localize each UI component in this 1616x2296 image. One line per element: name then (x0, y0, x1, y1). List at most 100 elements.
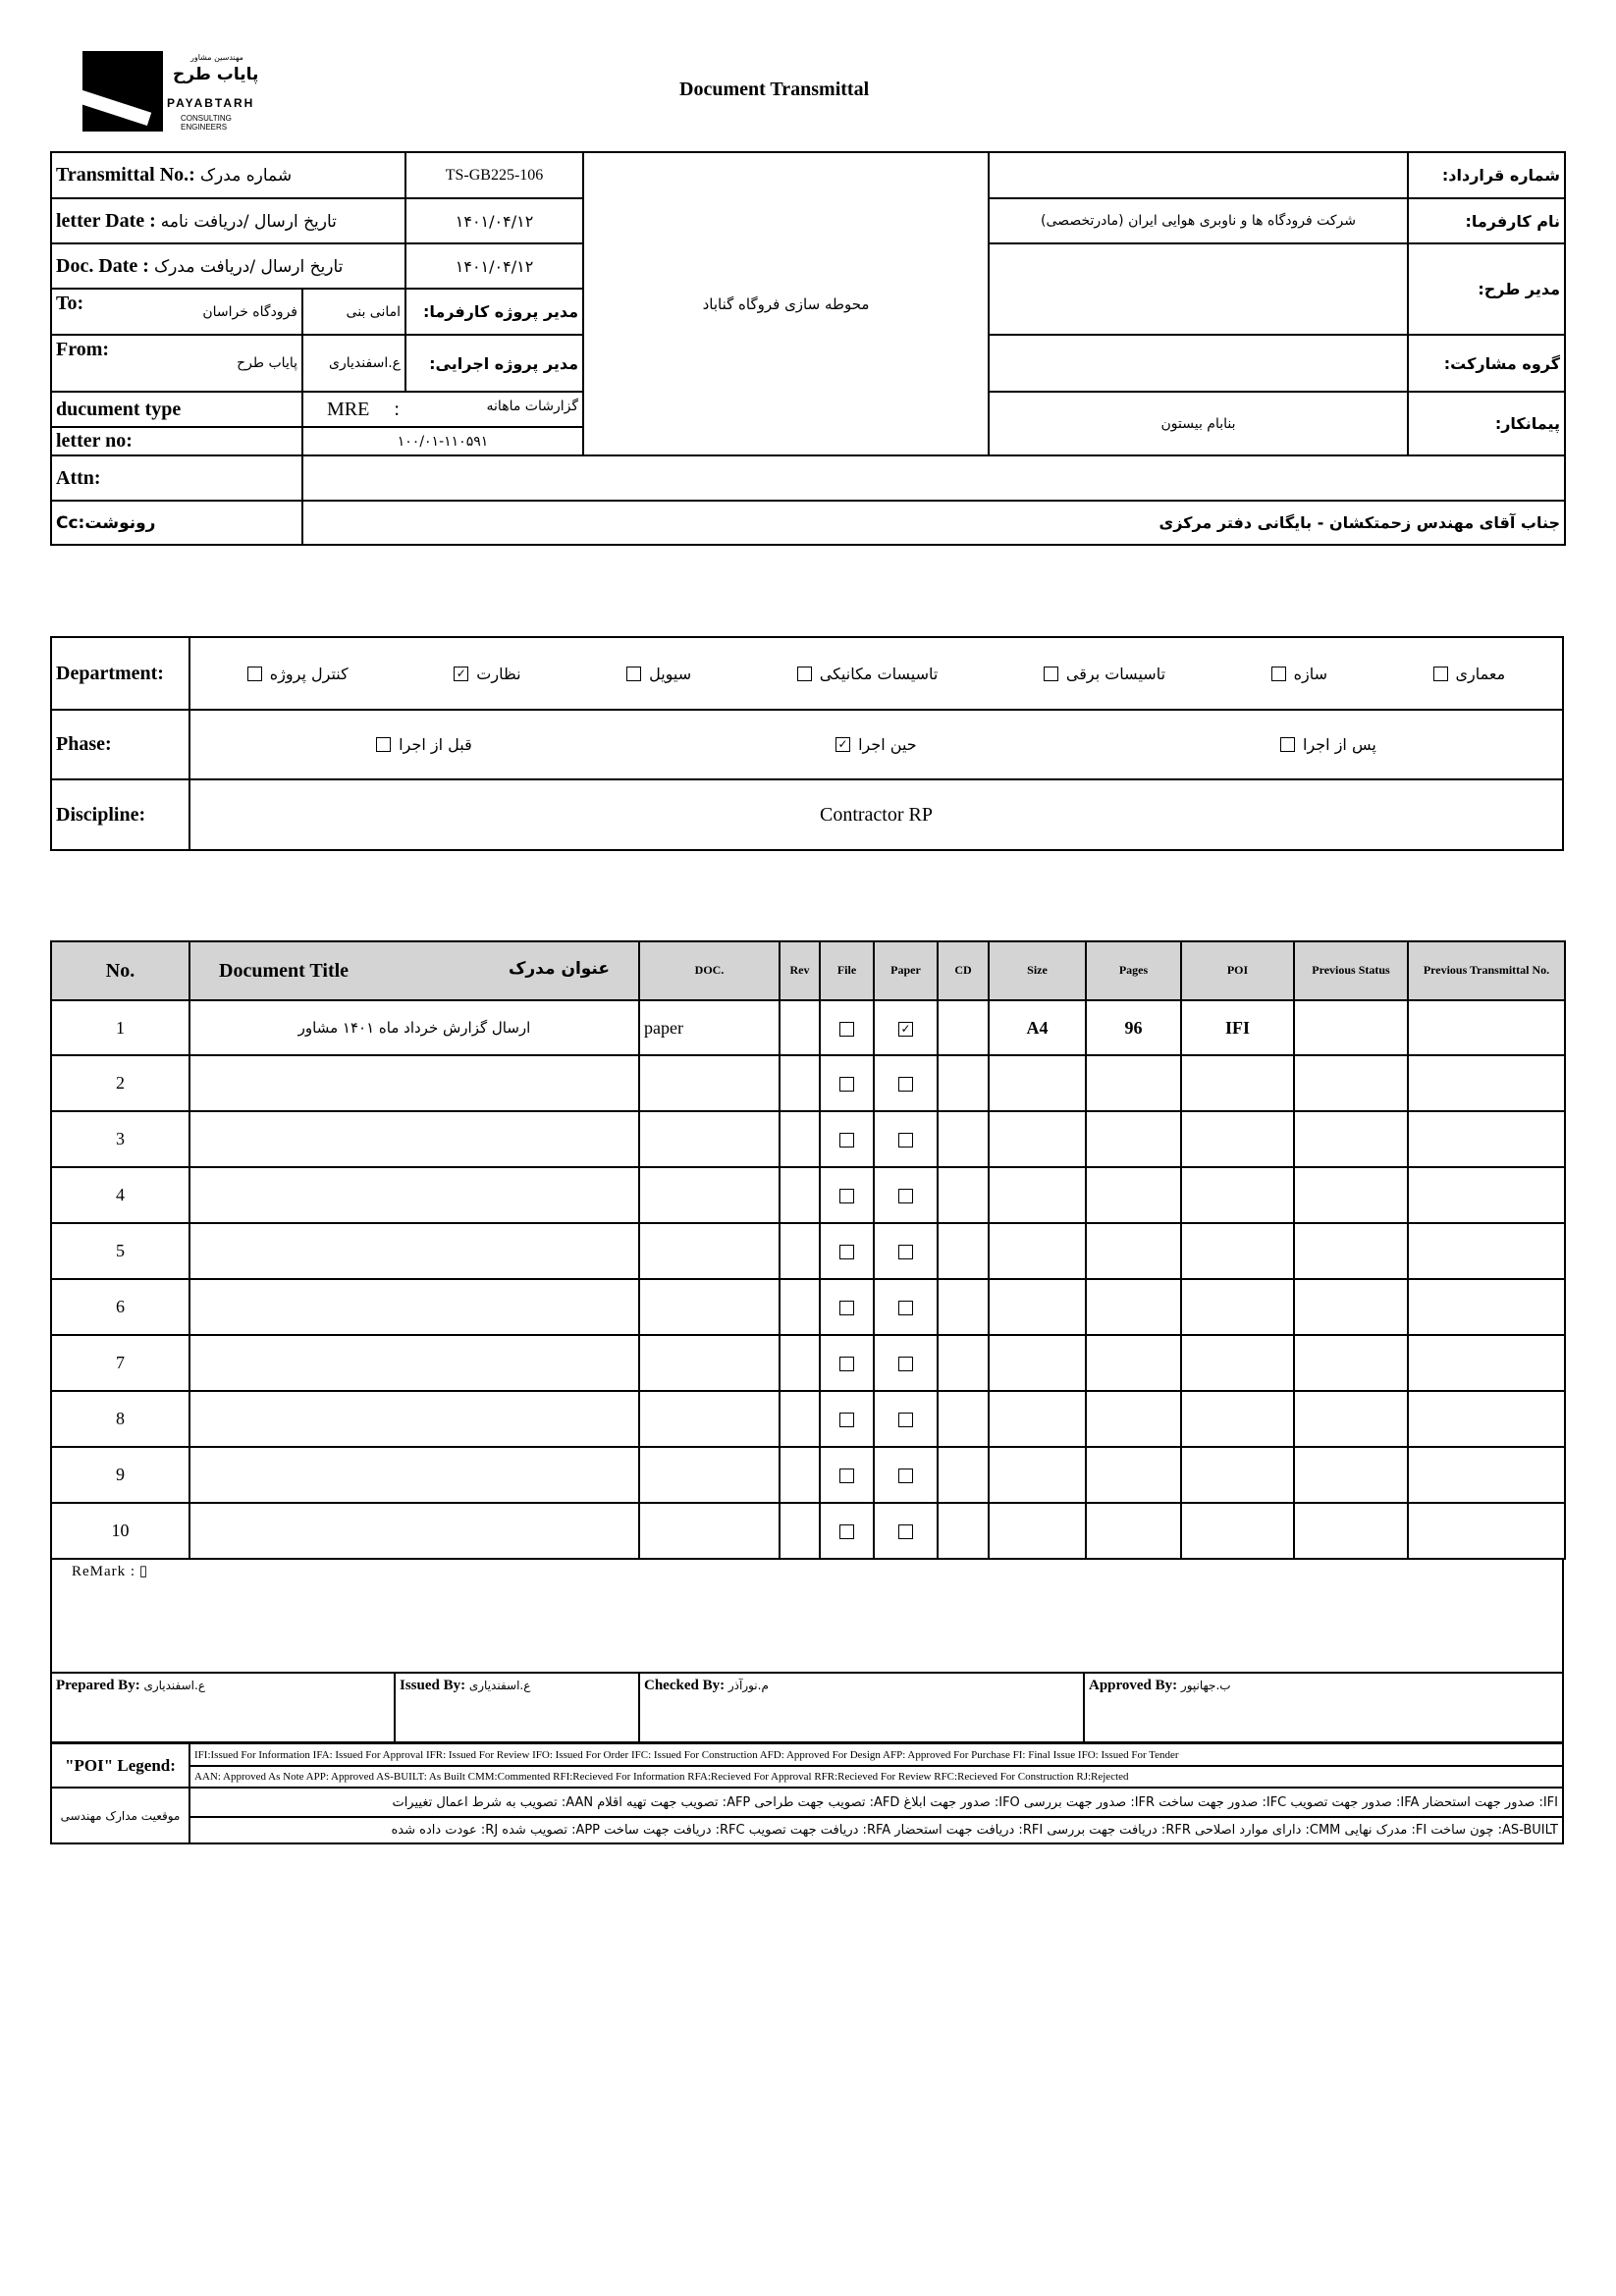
file-checkbox[interactable] (839, 1468, 854, 1484)
checkbox[interactable] (1270, 666, 1286, 681)
file-checkbox[interactable] (839, 1524, 854, 1540)
cell-no: 9 (50, 1446, 190, 1504)
checkbox[interactable] (1280, 737, 1295, 752)
legend-en-1: IFI:Issued For Information IFA: Issued F… (189, 1742, 1564, 1767)
departments-option[interactable]: کنترل پروژه (246, 665, 349, 683)
cell-prev-status (1293, 999, 1409, 1056)
paper-checkbox[interactable] (898, 1357, 913, 1372)
col-paper: Paper (873, 940, 939, 1001)
letter-date-value: ۱۴۰۱/۰۴/۱۲ (404, 197, 585, 244)
col-title: Document Title عنوان مدرک (189, 940, 640, 1001)
discipline-value: Contractor RP (189, 778, 1564, 851)
cell-rev (779, 1222, 821, 1280)
file-checkbox[interactable] (839, 1245, 854, 1260)
phases-option[interactable]: قبل از اجرا (376, 735, 472, 754)
cell-size (988, 1054, 1087, 1112)
paper-checkbox[interactable] (898, 1077, 913, 1093)
logo-name-en: PAYABTARH (167, 96, 255, 110)
paper-checkbox[interactable]: ✓ (898, 1021, 913, 1037)
paper-checkbox[interactable] (898, 1245, 913, 1260)
cell-no: 3 (50, 1110, 190, 1168)
paper-checkbox[interactable] (898, 1468, 913, 1484)
checked-by: Checked By: م.نورآذر (638, 1672, 1085, 1743)
cell-paper (873, 1054, 939, 1112)
col-no: No. (50, 940, 190, 1001)
cell-no: 1 (50, 999, 190, 1056)
cell-paper (873, 1166, 939, 1224)
cell-pages (1085, 1502, 1182, 1560)
checkbox[interactable] (376, 737, 392, 752)
checkbox[interactable]: ✓ (835, 737, 851, 752)
poi-legend-table: "POI" Legend: IFI:Issued For Information … (50, 1742, 1564, 1844)
table-row: 8 (50, 1390, 1566, 1448)
cell-doc (638, 1502, 781, 1560)
col-file: File (819, 940, 875, 1001)
cell-doc (638, 1110, 781, 1168)
cell-title (189, 1334, 640, 1392)
cell-prev-status (1293, 1446, 1409, 1504)
cell-rev (779, 1446, 821, 1504)
table-row: 7 (50, 1334, 1566, 1392)
documents-table: No. Document Title عنوان مدرک DOC. Rev Fi… (50, 940, 1566, 1560)
departments-option[interactable]: ✓ نظارت (454, 665, 521, 683)
attn-value (300, 454, 1567, 502)
cell-file (819, 1334, 875, 1392)
cell-file (819, 1110, 875, 1168)
checkbox[interactable] (1043, 666, 1058, 681)
paper-checkbox[interactable] (898, 1524, 913, 1540)
legend-fa-1: IFI: صدور جهت استحضار IFA: صدور جهت تصوی… (189, 1787, 1564, 1818)
cell-title: ارسال گزارش خرداد ماه ۱۴۰۱ مشاور (189, 999, 640, 1056)
col-doc: DOC. (638, 940, 781, 1001)
departments-option[interactable]: معماری (1432, 665, 1505, 683)
doc-type-value: MRE : گزارشات ماهانه (300, 391, 585, 428)
cell-cd (937, 1390, 990, 1448)
departments-option[interactable]: تاسیسات مکانیکی (796, 665, 938, 683)
cell-prev-status (1293, 1166, 1409, 1224)
cell-poi: IFI (1180, 999, 1295, 1056)
cell-paper (873, 1222, 939, 1280)
paper-checkbox[interactable] (898, 1413, 913, 1428)
cell-title (189, 1222, 640, 1280)
paper-checkbox[interactable] (898, 1301, 913, 1316)
phases-option-label: قبل از اجرا (399, 735, 472, 754)
checkbox[interactable] (1432, 666, 1448, 681)
cell-prev-transmittal (1407, 1334, 1566, 1392)
approved-by: Approved By: ب.جهانپور (1083, 1672, 1564, 1743)
checkbox[interactable] (626, 666, 642, 681)
to-role: مدیر پروژه کارفرما: (404, 288, 585, 336)
cell-title (189, 1502, 640, 1560)
plan-manager-label: مدیر طرح: (1407, 242, 1567, 336)
cell-doc (638, 1222, 781, 1280)
departments-option[interactable]: سیویل (626, 665, 691, 683)
cell-file (819, 1390, 875, 1448)
file-checkbox[interactable] (839, 1189, 854, 1204)
paper-checkbox[interactable] (898, 1133, 913, 1148)
phases-option[interactable]: ✓ حین اجرا (835, 735, 917, 754)
cell-file (819, 1502, 875, 1560)
cell-title (189, 1278, 640, 1336)
attn-label: Attn: (50, 454, 303, 502)
file-checkbox[interactable] (839, 1133, 854, 1148)
departments-option[interactable]: تاسیسات برقی (1043, 665, 1165, 683)
phases-option[interactable]: پس از اجرا (1280, 735, 1376, 754)
file-checkbox[interactable] (839, 1301, 854, 1316)
cell-pages: 96 (1085, 999, 1182, 1056)
checkbox[interactable]: ✓ (454, 666, 469, 681)
paper-checkbox[interactable] (898, 1189, 913, 1204)
file-checkbox[interactable] (839, 1357, 854, 1372)
legend-fa-label: موقعیت مدارک مهندسی (50, 1787, 190, 1844)
partnership-label: گروه مشارکت: (1407, 334, 1567, 393)
file-checkbox[interactable] (839, 1077, 854, 1093)
legend-fa-2: AS-BUILT: چون ساخت FI: مدرک نهایی CMM: د… (189, 1816, 1564, 1844)
departments-option[interactable]: سازه (1270, 665, 1327, 683)
cell-pages (1085, 1446, 1182, 1504)
file-checkbox[interactable] (839, 1413, 854, 1428)
checkbox[interactable] (246, 666, 262, 681)
checkbox[interactable] (796, 666, 812, 681)
cell-doc (638, 1334, 781, 1392)
cell-prev-status (1293, 1390, 1409, 1448)
file-checkbox[interactable] (839, 1021, 854, 1037)
classification-table: Department: معماری سازه تاسیسات برقی تاسیسات… (50, 636, 1564, 851)
cell-pages (1085, 1054, 1182, 1112)
departments-option-label: سیویل (649, 664, 692, 683)
